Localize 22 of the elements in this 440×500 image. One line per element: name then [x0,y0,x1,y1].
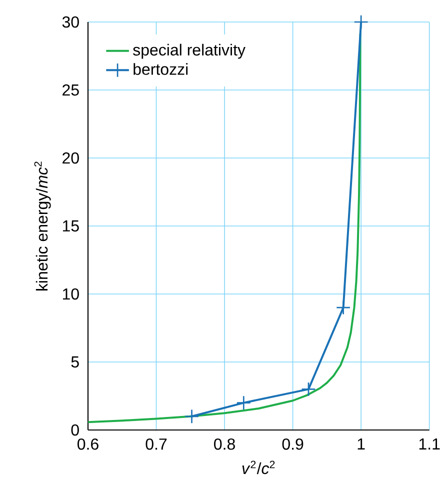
x-tick-label: 1 [358,438,365,450]
y-tick-label: 0 [71,424,79,436]
y-tick-label: 25 [62,84,79,96]
y-tick-label: 20 [62,152,79,164]
y-tick-label: 30 [62,16,79,28]
point [336,300,351,315]
legend-label: bertozzi [134,63,188,75]
point [354,14,368,30]
y-axis-title: kinetic energy/mc$^{2}$ [34,162,51,290]
x-tick-label: 0.8 [214,438,235,450]
y-tick-label: 5 [71,356,79,368]
x-tick-label: 0.9 [282,438,304,450]
x-tick-label: 0.7 [146,438,167,450]
x-tick-label: 1.1 [419,438,440,450]
legend-label: special relativity [133,44,246,59]
y-tick-label: 15 [62,220,79,232]
y-tick-label: 10 [62,288,79,300]
x-axis-title: v$^{2}$/c$^{2}$ [242,460,275,474]
point [236,395,251,410]
point [184,409,200,424]
x-tick-label: 0.6 [78,438,98,450]
point [301,382,316,397]
